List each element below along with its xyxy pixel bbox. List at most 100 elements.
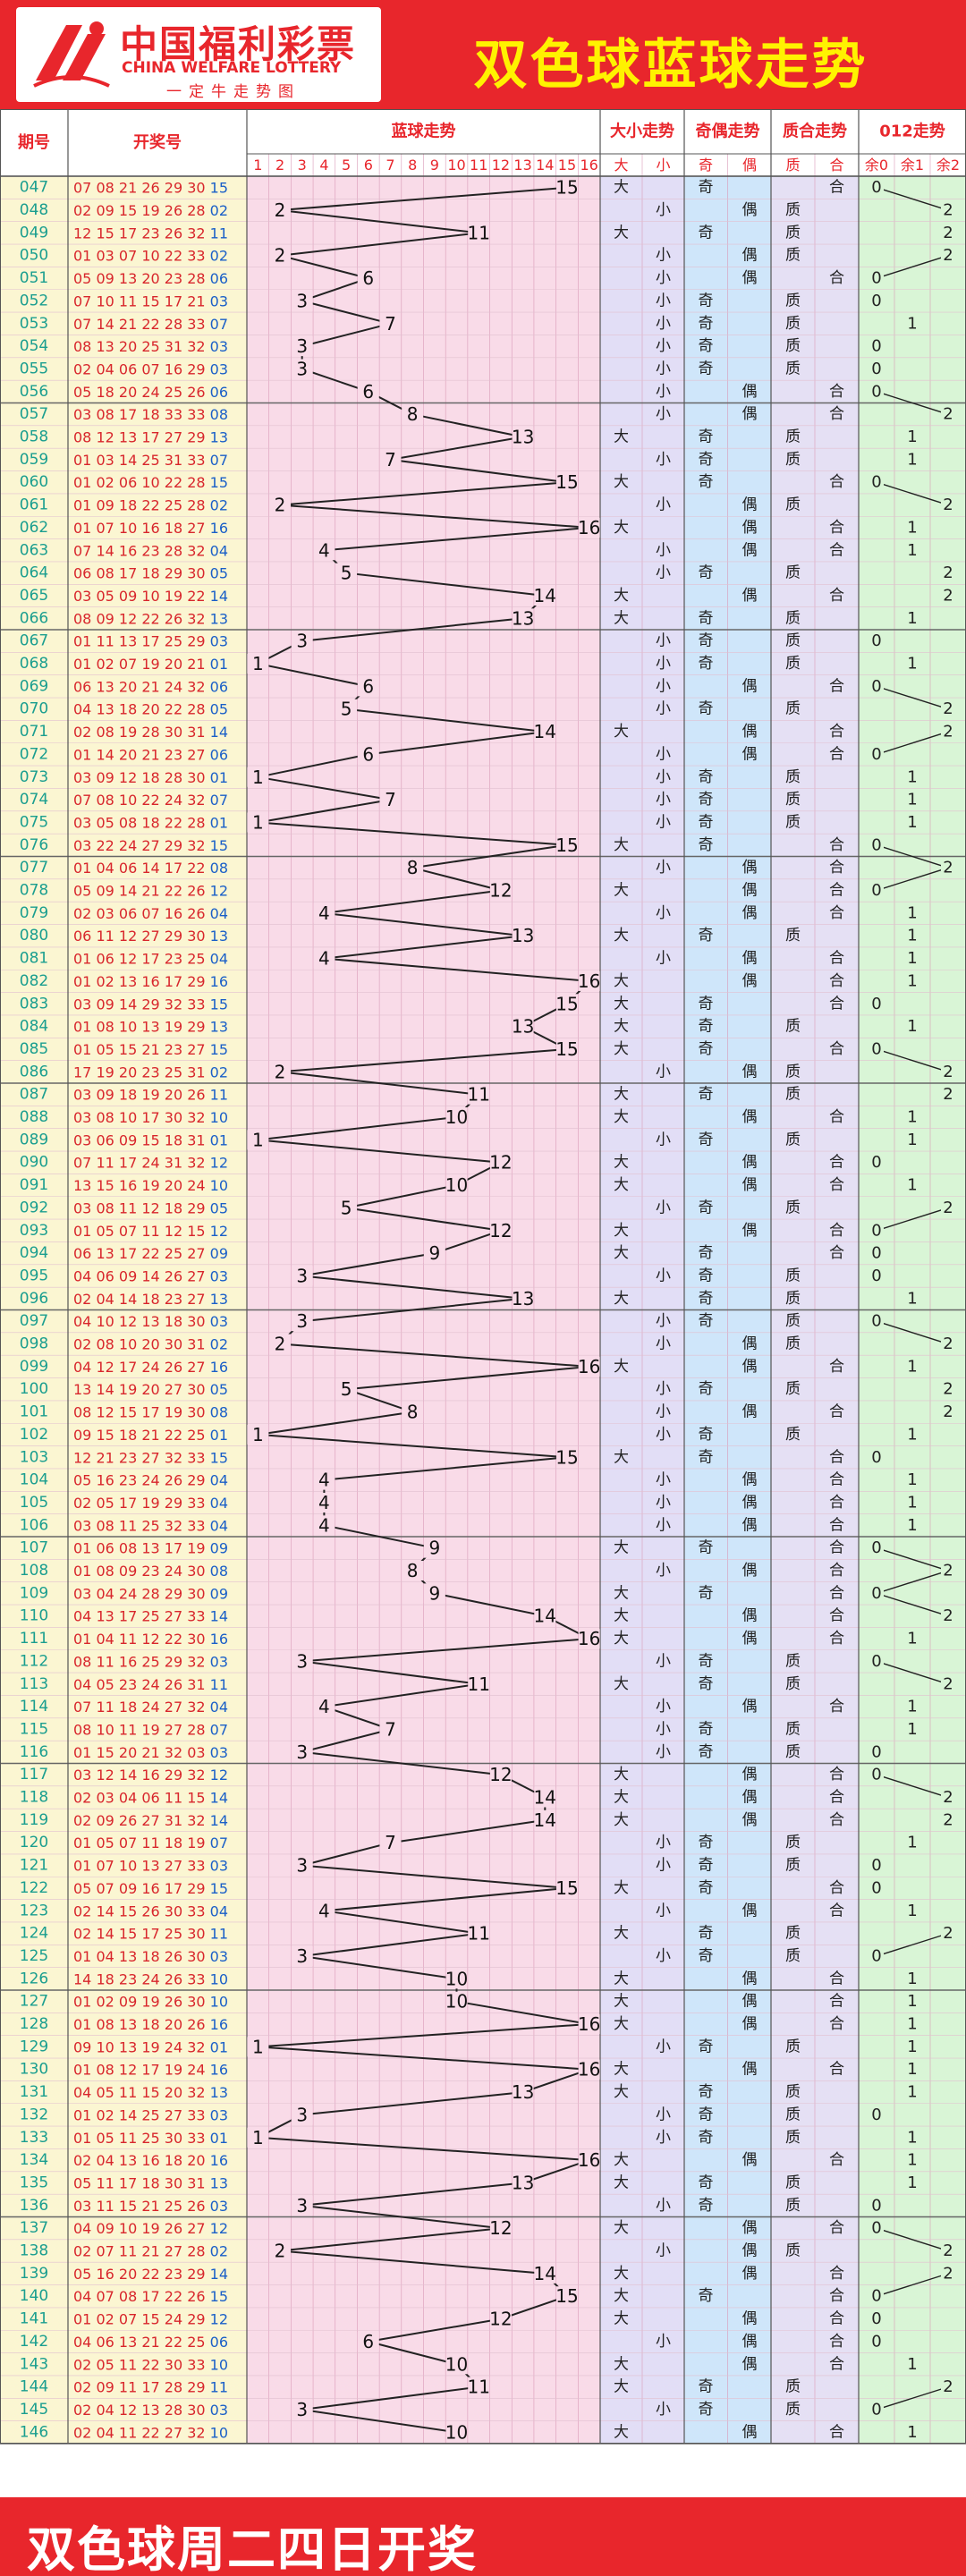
mod3-mark: 1 [907, 2128, 917, 2147]
mod3-mark: 1 [907, 927, 917, 945]
blue-ball: 03 [210, 1313, 228, 1330]
red-balls: 03 05 08 18 22 28 [73, 814, 210, 831]
composite-mark: 合 [829, 1516, 844, 1534]
red-balls: 02 05 11 22 30 33 [73, 2356, 210, 2373]
red-balls: 01 03 14 25 31 33 [73, 451, 210, 468]
red-balls: 17 19 20 23 25 31 [73, 1063, 210, 1080]
issue-number: 114 [20, 1698, 48, 1716]
blue-point: 1 [252, 2036, 264, 2057]
odd-mark: 奇 [699, 1040, 714, 1058]
red-balls: 04 06 09 14 26 27 [73, 1267, 210, 1284]
small-mark: 小 [656, 2197, 671, 2215]
blue-ball: 04 [210, 1494, 228, 1511]
prime-mark: 质 [785, 768, 801, 786]
blue-point: 7 [385, 313, 396, 335]
mod3-mark-bg [905, 1698, 919, 1716]
blue-point-bg [512, 1288, 534, 1309]
issue-number: 122 [20, 1879, 48, 1897]
mod3-mark: 1 [907, 1720, 917, 1739]
mod3-mark: 0 [871, 745, 881, 764]
blue-ball: 01 [210, 2038, 228, 2055]
red-balls: 04 07 08 17 22 26 [73, 2288, 210, 2305]
blue-ball: 09 [210, 1539, 228, 1556]
prime-mark: 质 [785, 1086, 801, 1104]
draw-numbers: 03 08 10 17 30 32 10 [73, 1109, 228, 1126]
big-mark: 大 [614, 2310, 629, 2328]
blue-point-bg [445, 1969, 468, 1989]
mod3-mark: 0 [871, 292, 881, 310]
red-balls: 02 07 11 21 27 28 [73, 2242, 210, 2259]
blue-point: 3 [296, 1650, 308, 1672]
blue-ball: 03 [210, 2197, 228, 2214]
blue-point: 3 [296, 358, 308, 379]
blue-point: 2 [275, 2241, 286, 2262]
blue-point-bg [335, 699, 358, 719]
even-mark: 偶 [742, 1607, 758, 1625]
mod3-mark-bg [905, 314, 919, 333]
red-balls: 13 15 16 19 20 24 [73, 1177, 210, 1194]
prime-mark: 质 [785, 1675, 801, 1693]
blue-point-bg [357, 676, 379, 697]
mod3-trend-line [876, 255, 949, 279]
mod3-mark-bg [869, 1244, 884, 1263]
mod3-mark: 1 [907, 1834, 917, 1852]
mod3-trend-line [876, 187, 949, 211]
small-mark: 小 [656, 247, 671, 265]
odd-mark: 奇 [699, 1743, 714, 1761]
mod3-mark-bg [941, 723, 955, 741]
mod3-mark: 1 [907, 791, 917, 809]
issue-number: 115 [20, 1720, 48, 1738]
mod3-mark: 1 [907, 2174, 917, 2192]
draw-numbers: 02 04 12 13 28 30 03 [73, 2401, 228, 2418]
big-mark: 大 [614, 1539, 629, 1557]
mod3-mark-bg [905, 1357, 919, 1376]
mod3-mark-bg [941, 1788, 955, 1807]
draw-numbers: 08 10 11 19 27 28 07 [73, 1721, 228, 1738]
composite-mark: 合 [829, 473, 844, 491]
odd-mark: 奇 [699, 1267, 714, 1284]
blue-point-bg [423, 1583, 445, 1604]
blue-ball: 16 [210, 2061, 228, 2078]
big-mark: 大 [614, 2083, 629, 2101]
small-mark: 小 [656, 632, 671, 650]
draw-numbers: 02 07 11 21 27 28 02 [73, 2242, 228, 2259]
blue-ball: 11 [210, 1925, 228, 1942]
mod3-mark-bg [941, 586, 955, 605]
blue-ball: 13 [210, 2084, 228, 2101]
blue-ball: 13 [210, 2174, 228, 2191]
blue-point: 5 [341, 699, 352, 720]
mod3-mark: 2 [943, 1788, 953, 1807]
blue-ball: 09 [210, 1585, 228, 1602]
blue-point: 15 [555, 835, 578, 856]
draw-numbers: 13 15 16 19 20 24 10 [73, 1177, 228, 1194]
red-balls: 04 12 17 24 26 27 [73, 1358, 210, 1375]
mod3-mark-bg [905, 609, 919, 628]
red-balls: 14 18 23 24 26 33 [73, 1970, 210, 1987]
prime-mark: 质 [785, 813, 801, 831]
blue-point: 6 [362, 267, 374, 289]
draw-numbers: 01 03 07 10 22 33 02 [73, 247, 228, 264]
red-balls: 05 16 20 22 23 29 [73, 2265, 210, 2282]
blue-ball: 14 [210, 1811, 228, 1828]
big-mark: 大 [614, 2423, 629, 2441]
small-mark: 小 [656, 2038, 671, 2055]
blue-point-bg [335, 1198, 358, 1218]
mod3-mark: 0 [871, 1448, 881, 1467]
mod3-mark-bg [941, 201, 955, 220]
mod3-mark: 0 [871, 1742, 881, 1761]
blue-point: 15 [555, 1446, 578, 1468]
even-mark: 偶 [742, 1630, 758, 1648]
composite-mark: 合 [829, 1040, 844, 1058]
draw-numbers: 02 04 13 16 18 20 16 [73, 2152, 228, 2169]
remainder2-header: 余2 [936, 157, 960, 174]
mod3-mark: 2 [943, 2377, 953, 2396]
mod3-mark-bg [905, 1131, 919, 1149]
red-balls: 08 13 20 25 31 32 [73, 338, 210, 355]
even-mark: 偶 [742, 2333, 758, 2351]
big-mark: 大 [614, 1176, 629, 1194]
mod3-trend-line [876, 2385, 949, 2411]
draw-numbers: 02 03 04 06 11 15 14 [73, 1789, 228, 1806]
composite-header: 合 [829, 157, 843, 174]
even-mark: 偶 [742, 247, 758, 265]
page-title: 双色球蓝球走势 [473, 34, 869, 97]
